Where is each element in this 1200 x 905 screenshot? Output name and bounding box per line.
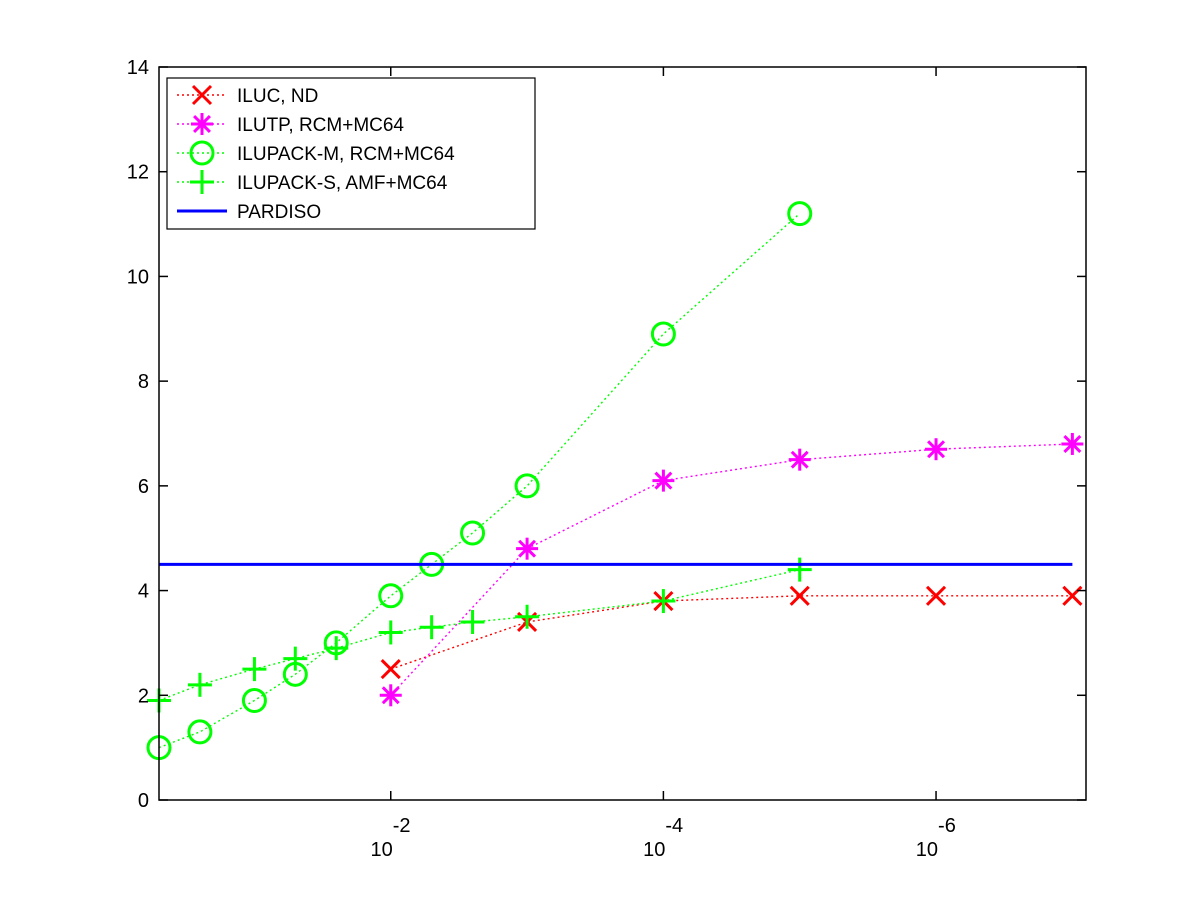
y-tick-label-6: 12 bbox=[127, 162, 149, 184]
data-point-0-0 bbox=[380, 659, 401, 680]
data-point-3-7 bbox=[460, 609, 485, 634]
legend-item-1: ILUTP, RCM+MC64 bbox=[177, 113, 404, 136]
series-layer bbox=[146, 201, 1084, 761]
data-point-3-8 bbox=[515, 604, 540, 629]
data-point-1-5 bbox=[1061, 432, 1084, 455]
data-point-0-4 bbox=[925, 585, 947, 606]
y-tick-label-5: 10 bbox=[127, 266, 149, 288]
legend-label-2: ILUPACK-M, RCM+MC64 bbox=[237, 144, 455, 165]
data-point-3-2 bbox=[242, 657, 267, 682]
data-point-3-3 bbox=[283, 646, 308, 671]
data-point-3-9 bbox=[651, 589, 676, 614]
y-tick-label-7: 14 bbox=[127, 57, 149, 79]
legend-box bbox=[166, 77, 536, 230]
x-tick-label-1: 10 bbox=[643, 839, 665, 861]
series-line-1 bbox=[390, 443, 1073, 696]
legend-label-1: ILUTP, RCM+MC64 bbox=[237, 115, 404, 136]
data-point-1-1 bbox=[516, 537, 539, 560]
y-tick-label-0: 0 bbox=[138, 790, 149, 812]
legend-item-2: ILUPACK-M, RCM+MC64 bbox=[177, 140, 455, 166]
data-point-0-5 bbox=[1062, 585, 1083, 606]
series-2 bbox=[146, 201, 813, 761]
x-tick-exponent-1: -4 bbox=[665, 815, 683, 837]
y-tick-label-2: 4 bbox=[138, 581, 149, 603]
y-tick-label-4: 8 bbox=[138, 371, 149, 393]
y-tick-label-3: 6 bbox=[138, 476, 149, 498]
legend-marker-1 bbox=[191, 113, 213, 135]
data-point-2-9 bbox=[650, 321, 676, 347]
data-point-2-5 bbox=[378, 583, 404, 609]
data-point-3-5 bbox=[378, 620, 403, 645]
legend-label-0: ILUC, ND bbox=[237, 86, 318, 107]
x-tick-exponent-0: -2 bbox=[393, 815, 411, 837]
data-point-0-3 bbox=[789, 585, 810, 606]
data-point-1-3 bbox=[788, 448, 811, 471]
legend-marker-2 bbox=[189, 140, 215, 166]
legend-label-4: PARDISO bbox=[237, 202, 321, 223]
data-point-3-4 bbox=[324, 636, 349, 661]
data-point-2-7 bbox=[460, 520, 486, 546]
series-3 bbox=[147, 557, 812, 713]
plot-frame bbox=[158, 66, 1087, 801]
data-point-2-10 bbox=[787, 201, 813, 227]
legend-item-3: ILUPACK-S, AMF+MC64 bbox=[177, 170, 448, 194]
data-point-3-6 bbox=[419, 615, 444, 640]
x-tick-exponent-2: -6 bbox=[938, 815, 956, 837]
legend-item-4: PARDISO bbox=[177, 202, 321, 223]
legend-marker-0 bbox=[191, 84, 213, 106]
y-tick-label-1: 2 bbox=[138, 685, 149, 707]
data-point-1-2 bbox=[652, 469, 675, 492]
legend-item-0: ILUC, ND bbox=[177, 84, 318, 107]
legend-marker-3 bbox=[190, 170, 214, 194]
series-line-0 bbox=[390, 595, 1073, 670]
data-point-2-8 bbox=[514, 473, 540, 499]
x-tick-label-2: 10 bbox=[916, 839, 938, 861]
data-point-2-2 bbox=[241, 688, 267, 714]
legend-label-3: ILUPACK-S, AMF+MC64 bbox=[237, 173, 448, 194]
legend: ILUC, ND ILUTP, RCM+MC64 ILUPACK-M, RCM+MC… bbox=[166, 77, 536, 230]
x-tick-label-0: 10 bbox=[371, 839, 393, 861]
series-0 bbox=[380, 585, 1083, 680]
series-line-2 bbox=[158, 213, 801, 749]
data-point-2-1 bbox=[187, 719, 213, 745]
data-point-3-10 bbox=[787, 557, 812, 582]
data-point-1-0 bbox=[379, 684, 402, 707]
series-1 bbox=[379, 432, 1084, 707]
data-point-3-1 bbox=[187, 672, 212, 697]
data-point-1-4 bbox=[925, 438, 948, 461]
